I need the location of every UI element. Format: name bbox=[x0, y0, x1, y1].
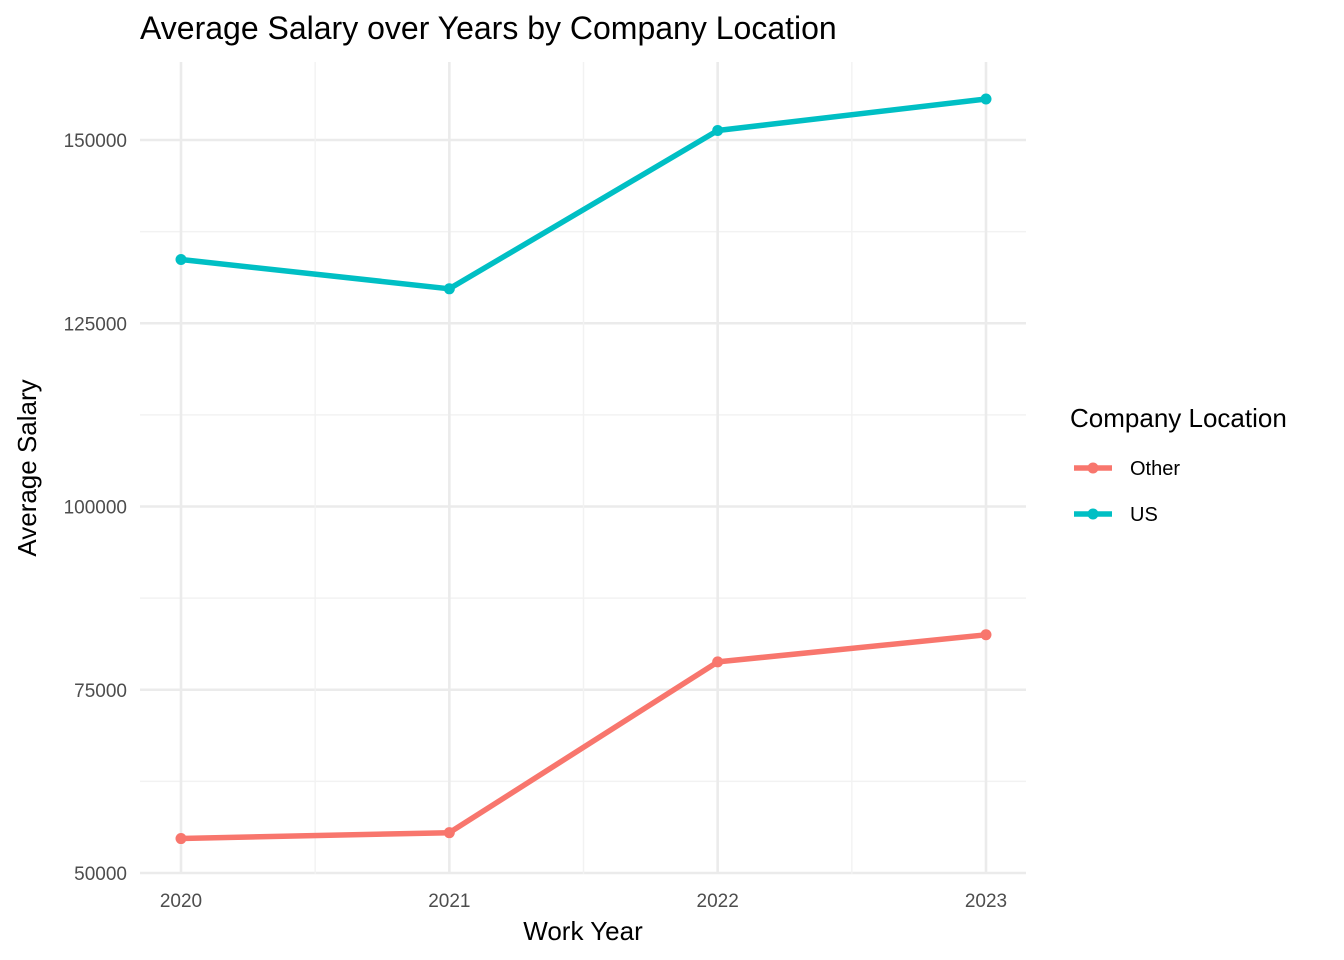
y-tick-label: 100000 bbox=[64, 498, 127, 519]
y-axis-title: Average Salary bbox=[12, 379, 42, 556]
y-tick-label: 125000 bbox=[64, 314, 127, 335]
data-point-other bbox=[175, 833, 187, 845]
series-line-other bbox=[180, 632, 987, 842]
series-line-us bbox=[180, 96, 987, 292]
data-point-other bbox=[443, 827, 455, 839]
data-point-us bbox=[712, 124, 724, 136]
x-tick-label: 2021 bbox=[428, 891, 470, 912]
x-tick-label: 2022 bbox=[697, 891, 739, 912]
x-tick-label: 2023 bbox=[965, 891, 1007, 912]
legend-label: US bbox=[1130, 504, 1158, 526]
data-point-us bbox=[980, 93, 992, 105]
grid-lines bbox=[140, 62, 1026, 875]
legend-label: Other bbox=[1130, 458, 1180, 480]
data-point-other bbox=[980, 629, 992, 641]
x-axis-title: Work Year bbox=[523, 916, 643, 946]
data-point-us bbox=[443, 283, 455, 295]
x-tick-label: 2020 bbox=[160, 891, 202, 912]
legend: Company Location Other US bbox=[1070, 403, 1287, 526]
y-tick-label: 150000 bbox=[64, 131, 127, 152]
y-tick-label: 50000 bbox=[74, 864, 127, 885]
axis-labels: 50000 75000 100000 125000 150000 2020 2021 2022… bbox=[64, 131, 1008, 912]
y-tick-label: 75000 bbox=[74, 681, 127, 702]
legend-item-other: Other bbox=[1074, 458, 1180, 480]
data-point-other bbox=[712, 656, 724, 668]
legend-item-us: US bbox=[1074, 504, 1158, 526]
series-layer bbox=[175, 93, 992, 845]
legend-key-point bbox=[1087, 462, 1099, 474]
data-point-us bbox=[175, 253, 187, 265]
legend-key-point bbox=[1087, 508, 1099, 520]
chart-title: Average Salary over Years by Company Loc… bbox=[140, 10, 837, 46]
legend-title: Company Location bbox=[1070, 403, 1287, 433]
legend-items: Other US bbox=[1074, 458, 1180, 526]
